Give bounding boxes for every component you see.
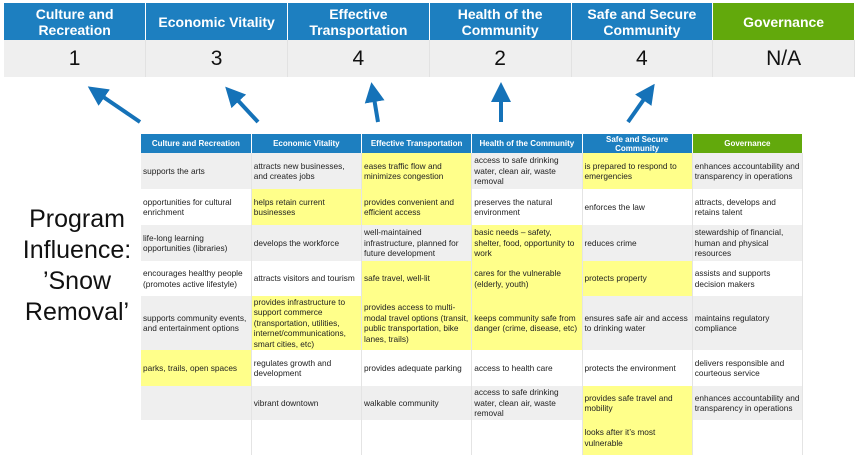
matrix-cell — [251, 420, 363, 455]
arrow-icon — [225, 86, 260, 124]
matrix-cell: protects the environment — [582, 350, 693, 386]
matrix-cell: access to health care — [471, 350, 583, 386]
program-influence-label: Program Influence: ’Snow Removal’ — [8, 204, 146, 328]
matrix-row: opportunities for cultural enrichment hel… — [141, 189, 804, 225]
arrow-icon — [87, 86, 142, 124]
matrix-row: looks after it’s most vulnerable — [141, 420, 804, 455]
matrix-row: life-long learning opportunities (librar… — [141, 225, 804, 261]
matrix-cell: enhances accountability and transparency… — [692, 386, 804, 420]
matrix-cell: provides convenient and efficient access — [361, 189, 473, 225]
matrix-cell: life-long learning opportunities (librar… — [141, 225, 252, 261]
matrix-header-cell: Governance — [692, 134, 804, 153]
matrix-cell: safe travel, well-lit — [361, 261, 473, 296]
influence-matrix: Culture and Recreation Economic Vitality E… — [141, 134, 804, 455]
matrix-cell: delivers responsible and courteous servi… — [692, 350, 804, 386]
matrix-cell: access to safe drinking water, clean air… — [471, 153, 583, 189]
matrix-header-cell: Economic Vitality — [251, 134, 363, 153]
matrix-cell: attracts visitors and tourism — [251, 261, 363, 296]
matrix-header-cell: Health of the Community — [471, 134, 583, 153]
matrix-cell: helps retain current businesses — [251, 189, 363, 225]
score-health: 2 — [429, 40, 572, 77]
matrix-cell: supports the arts — [141, 153, 252, 189]
matrix-cell: eases traffic flow and minimizes congest… — [361, 153, 473, 189]
matrix-cell: preserves the natural environment — [471, 189, 583, 225]
score-header-governance: Governance — [712, 3, 855, 40]
matrix-cell: reduces crime — [582, 225, 693, 261]
score-safety: 4 — [571, 40, 714, 77]
matrix-cell — [361, 420, 473, 455]
matrix-cell: is prepared to respond to emergencies — [582, 153, 693, 189]
matrix-row: supports the arts attracts new businesses… — [141, 153, 804, 189]
matrix-cell — [471, 420, 583, 455]
matrix-cell: vibrant downtown — [251, 386, 363, 420]
matrix-cell: provides safe travel and mobility — [582, 386, 693, 420]
matrix-cell: opportunities for cultural enrichment — [141, 189, 252, 225]
matrix-cell: maintains regulatory compliance — [692, 296, 804, 350]
score-governance: N/A — [712, 40, 855, 77]
matrix-header-cell: Culture and Recreation — [141, 134, 252, 153]
matrix-cell: stewardship of financial, human and phys… — [692, 225, 804, 261]
matrix-cell: develops the workforce — [251, 225, 363, 261]
matrix-cell: keeps community safe from danger (crime,… — [471, 296, 583, 350]
matrix-cell: attracts, develops and retains talent — [692, 189, 804, 225]
matrix-cell: encourages healthy people (promotes acti… — [141, 261, 252, 296]
arrows — [87, 82, 655, 124]
matrix-cell: provides access to multi-modal travel op… — [361, 296, 473, 350]
arrow-icon — [364, 82, 385, 123]
matrix-cell: provides adequate parking — [361, 350, 473, 386]
matrix-row: supports community events, and entertain… — [141, 296, 804, 350]
label-line: ’Snow — [42, 267, 112, 295]
score-value-row: 1 3 4 2 4 N/A — [4, 40, 855, 77]
matrix-row: encourages healthy people (promotes acti… — [141, 261, 804, 296]
priority-score-table: Culture and Recreation Economic Vitality… — [4, 3, 855, 77]
score-culture: 1 — [4, 40, 147, 77]
matrix-cell — [141, 386, 252, 420]
matrix-row: vibrant downtown walkable community access… — [141, 386, 804, 420]
score-header-economic: Economic Vitality — [145, 3, 288, 40]
score-transportation: 4 — [287, 40, 430, 77]
matrix-cell: basic needs – safety, shelter, food, opp… — [471, 225, 583, 261]
score-economic: 3 — [145, 40, 288, 77]
matrix-cell: well-maintained infrastructure, planned … — [361, 225, 473, 261]
label-line: Program — [29, 205, 125, 233]
matrix-cell: provides infrastructure to support comme… — [251, 296, 363, 350]
matrix-cell: ensures safe air and access to drinking … — [582, 296, 693, 350]
score-header-safety: Safe and Secure Community — [571, 3, 714, 40]
matrix-header-row: Culture and Recreation Economic Vitality E… — [141, 134, 804, 153]
matrix-header-cell: Safe and Secure Community — [582, 134, 693, 153]
matrix-cell: attracts new businesses, and creates job… — [251, 153, 363, 189]
matrix-cell: assists and supports decision makers — [692, 261, 804, 296]
score-header-transportation: Effective Transportation — [287, 3, 430, 40]
matrix-cell — [692, 420, 804, 455]
label-line: Influence: — [22, 236, 132, 264]
arrow-icon — [626, 83, 655, 124]
matrix-cell — [141, 420, 252, 455]
matrix-cell: looks after it’s most vulnerable — [582, 420, 693, 455]
matrix-cell: walkable community — [361, 386, 473, 420]
matrix-cell: access to safe drinking water, clean air… — [471, 386, 583, 420]
matrix-cell: regulates growth and development — [251, 350, 363, 386]
matrix-cell: parks, trails, open spaces — [141, 350, 252, 386]
matrix-header-cell: Effective Transportation — [361, 134, 473, 153]
score-header-row: Culture and Recreation Economic Vitality… — [4, 3, 855, 40]
matrix-cell: supports community events, and entertain… — [141, 296, 252, 350]
matrix-cell: enforces the law — [582, 189, 693, 225]
score-header-culture: Culture and Recreation — [4, 3, 147, 40]
label-line: Removal’ — [24, 298, 130, 326]
matrix-cell: protects property — [582, 261, 693, 296]
matrix-cell: enhances accountability and transparency… — [692, 153, 804, 189]
matrix-row: parks, trails, open spaces regulates grow… — [141, 350, 804, 386]
score-header-health: Health of the Community — [429, 3, 572, 40]
matrix-cell: cares for the vulnerable (elderly, youth… — [471, 261, 583, 296]
